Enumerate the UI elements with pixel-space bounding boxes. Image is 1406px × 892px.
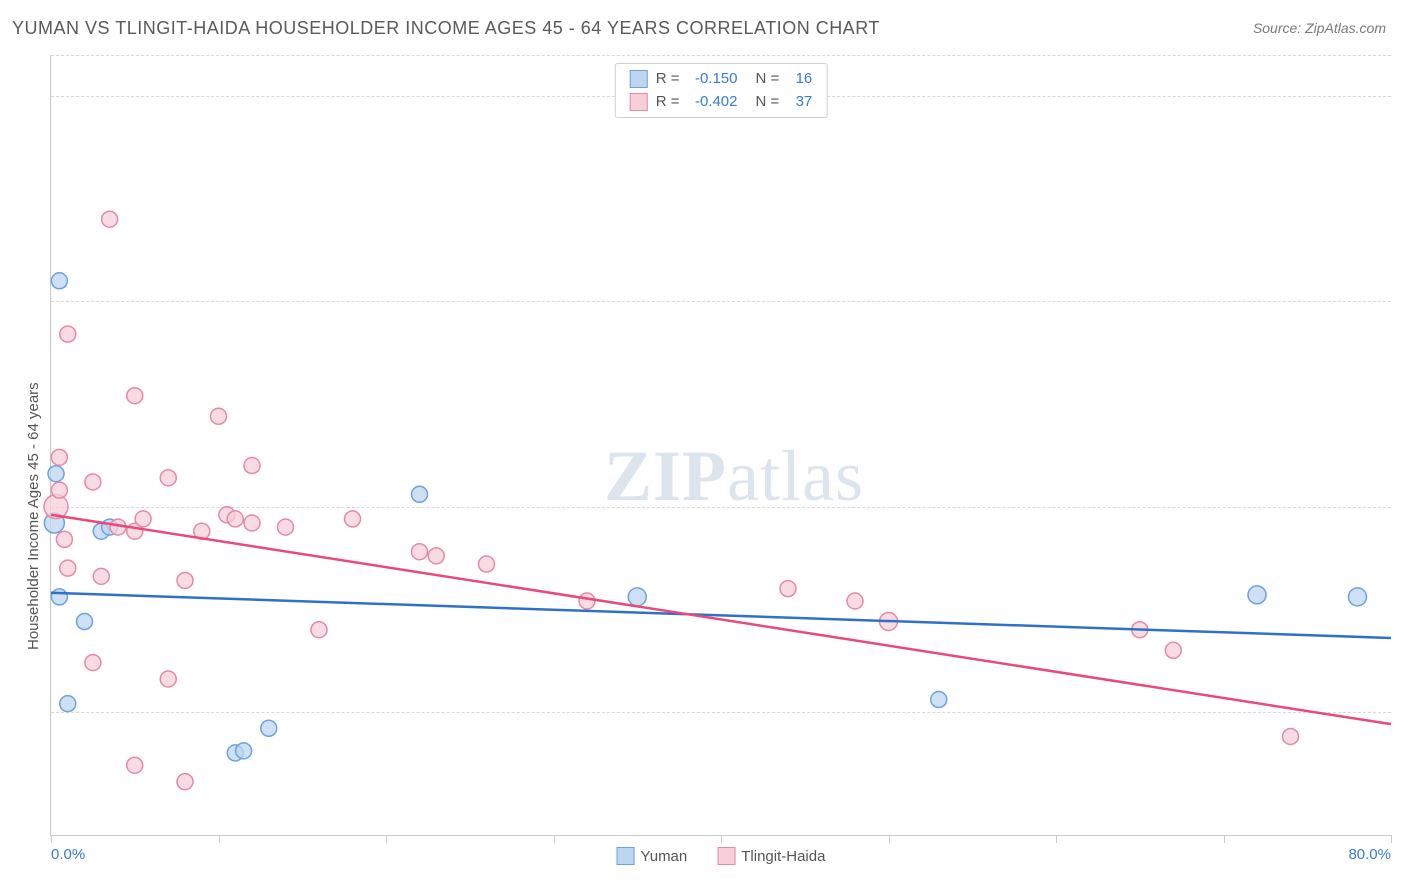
data-point [579, 593, 595, 609]
data-point [102, 211, 118, 227]
y-tick-label: $200,000 [1396, 87, 1406, 105]
data-point [244, 458, 260, 474]
data-point [780, 581, 796, 597]
data-point [51, 273, 67, 289]
x-tick [554, 835, 555, 843]
data-point [244, 515, 260, 531]
data-point [479, 556, 495, 572]
trend-line [51, 593, 1391, 638]
data-point [311, 622, 327, 638]
x-tick [1391, 835, 1392, 843]
data-point [1283, 728, 1299, 744]
chart-title: YUMAN VS TLINGIT-HAIDA HOUSEHOLDER INCOM… [12, 18, 880, 39]
data-point [60, 696, 76, 712]
data-point [628, 588, 646, 606]
data-point [51, 449, 67, 465]
data-point [60, 326, 76, 342]
x-axis-max-label: 80.0% [1348, 846, 1391, 863]
legend-item: Tlingit-Haida [717, 847, 825, 865]
data-point [60, 560, 76, 576]
data-point [51, 589, 67, 605]
legend-bottom: Yuman Tlingit-Haida [617, 847, 826, 865]
legend-item: Yuman [617, 847, 688, 865]
data-point [1248, 586, 1266, 604]
data-point [412, 486, 428, 502]
y-axis-label: Householder Income Ages 45 - 64 years [25, 382, 42, 650]
data-point [227, 511, 243, 527]
data-point [177, 572, 193, 588]
source-attribution: Source: ZipAtlas.com [1253, 20, 1386, 36]
trend-line [51, 515, 1391, 724]
data-point [345, 511, 361, 527]
data-point [1349, 588, 1367, 606]
data-point [261, 720, 277, 736]
data-point [85, 474, 101, 490]
data-point [56, 531, 72, 547]
chart-plot-area: ZIPatlas 0.0% 80.0% YumanTlingit-Haida R… [50, 55, 1391, 836]
data-point [1165, 642, 1181, 658]
data-point [160, 470, 176, 486]
data-point [211, 408, 227, 424]
data-point [177, 774, 193, 790]
data-point [236, 743, 252, 759]
data-point [847, 593, 863, 609]
scatter-svg [51, 55, 1391, 835]
x-tick [721, 835, 722, 843]
y-tick-label: $150,000 [1396, 292, 1406, 310]
x-tick [889, 835, 890, 843]
x-tick [1056, 835, 1057, 843]
y-tick-label: $50,000 [1396, 703, 1406, 721]
legend-label: Tlingit-Haida [741, 848, 825, 865]
x-tick [51, 835, 52, 843]
x-tick [386, 835, 387, 843]
data-point [135, 511, 151, 527]
y-tick-label: $100,000 [1396, 498, 1406, 516]
data-point [127, 388, 143, 404]
data-point [160, 671, 176, 687]
x-tick [219, 835, 220, 843]
data-point [412, 544, 428, 560]
legend-swatch [717, 847, 735, 865]
legend-label: Yuman [641, 848, 688, 865]
legend-swatch [617, 847, 635, 865]
data-point [428, 548, 444, 564]
data-point [77, 614, 93, 630]
data-point [127, 757, 143, 773]
data-point [93, 568, 109, 584]
data-point [51, 482, 67, 498]
data-point [931, 692, 947, 708]
data-point [85, 655, 101, 671]
data-point [278, 519, 294, 535]
data-point [48, 466, 64, 482]
x-axis-min-label: 0.0% [51, 846, 85, 863]
x-tick [1224, 835, 1225, 843]
